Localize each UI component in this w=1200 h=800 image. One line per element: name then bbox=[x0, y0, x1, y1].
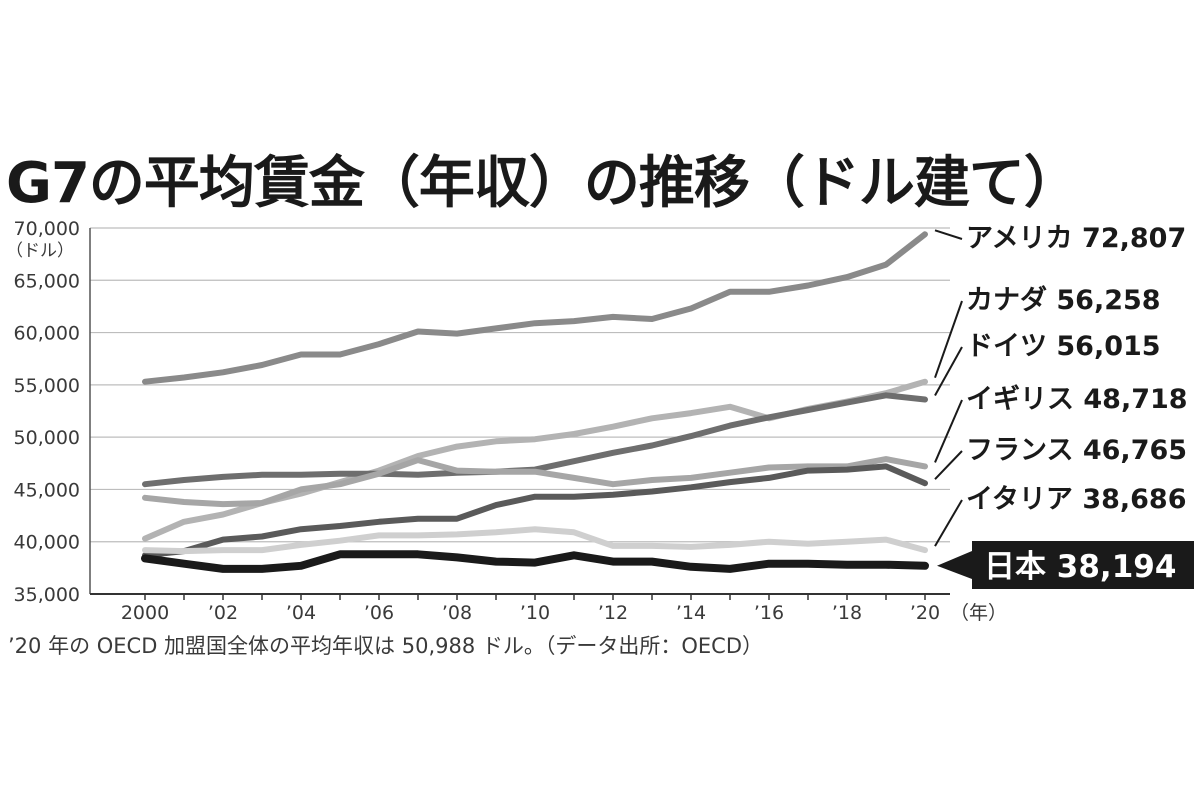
line-chart: 35,000 40,000 45,000 50,000 55,000 60,000 65,0… bbox=[6, 218, 1194, 624]
series-line-カナダ bbox=[142, 378, 928, 542]
series-line-イギリス bbox=[142, 456, 928, 508]
series-label-カナダ: カナダ 56,258 bbox=[966, 284, 1161, 316]
series-label-イタリア: イタリア 38,686 bbox=[966, 484, 1187, 515]
leader-line bbox=[934, 499, 963, 547]
footnote: ’20 年の OECD 加盟国全体の平均年収は 50,988 ドル。（データ出所… bbox=[8, 634, 764, 658]
x-tick-label: ’04 bbox=[286, 602, 316, 624]
series-label-ドイツ: ドイツ 56,015 bbox=[966, 331, 1161, 362]
x-tick-label: ’06 bbox=[364, 602, 394, 624]
series-label-フランス: フランス 46,765 bbox=[966, 435, 1187, 466]
series-line-日本 bbox=[141, 550, 929, 573]
x-tick-label: ’10 bbox=[520, 602, 550, 624]
y-tick-label: 55,000 bbox=[14, 375, 80, 397]
x-tick-label: ’18 bbox=[832, 602, 862, 624]
y-tick-label: 40,000 bbox=[14, 532, 80, 554]
leader-line bbox=[934, 229, 963, 240]
chart-title: G7の平均賃金（年収）の推移（ドル建て） bbox=[6, 151, 1080, 216]
series-label-アメリカ: アメリカ 72,807 bbox=[966, 223, 1186, 254]
y-tick-label: 65,000 bbox=[14, 270, 80, 292]
leader-line bbox=[934, 399, 963, 463]
series-line-フランス bbox=[142, 463, 928, 559]
x-axis: 2000 ’02 ’04 ’06 ’08 ’10 ’12 ’14 ’16 ’18 ’20 （年） bbox=[90, 593, 1007, 624]
leader-line bbox=[934, 346, 963, 396]
x-tick-label: ’16 bbox=[754, 602, 784, 624]
x-axis-unit: （年） bbox=[950, 602, 1007, 624]
y-tick-label: 70,000 bbox=[14, 218, 80, 240]
x-tick-label: ’02 bbox=[208, 602, 238, 624]
series-line-アメリカ bbox=[142, 231, 928, 385]
x-tick-label: ’12 bbox=[598, 602, 628, 624]
y-tick-label: 50,000 bbox=[14, 427, 80, 449]
y-axis: 35,000 40,000 45,000 50,000 55,000 60,000 65,0… bbox=[6, 218, 91, 606]
x-tick-label: ’08 bbox=[442, 602, 472, 624]
y-tick-label: 60,000 bbox=[14, 323, 80, 345]
x-tick-label: ’14 bbox=[676, 602, 706, 624]
leader-line bbox=[934, 450, 963, 480]
y-tick-label: 35,000 bbox=[14, 584, 80, 606]
x-tick-label: ’20 bbox=[910, 602, 940, 624]
series-label-日本: 日本 38,194 bbox=[984, 549, 1176, 585]
series-label-イギリス: イギリス 48,718 bbox=[966, 384, 1188, 415]
japan-callout-box bbox=[972, 541, 1194, 589]
x-tick-label: 2000 bbox=[121, 602, 169, 624]
series-labels: アメリカ 72,807 カナダ 56,258 ドイツ 56,015 イギリス 48,7… bbox=[934, 223, 1194, 589]
series-lines bbox=[141, 231, 929, 573]
y-tick-label: 45,000 bbox=[14, 479, 80, 501]
series-line-イタリア bbox=[142, 526, 928, 555]
leader-line bbox=[934, 300, 963, 379]
japan-callout-arrow bbox=[937, 551, 972, 579]
y-axis-unit: （ドル） bbox=[6, 241, 74, 261]
